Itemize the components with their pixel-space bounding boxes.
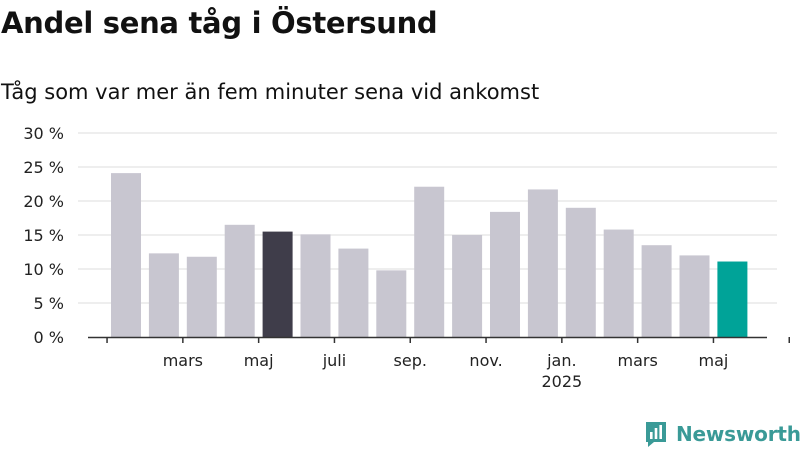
y-tick-label: 25 % bbox=[23, 158, 64, 177]
bar-chart: 0 % 5 % 10 % 15 % 20 % 25 % 30 % mars maj juli sep… bbox=[23, 124, 790, 391]
bar bbox=[224, 224, 255, 337]
x-tick-label: mars bbox=[163, 351, 203, 370]
x-tick-label: sep. bbox=[394, 351, 427, 370]
bar bbox=[111, 173, 141, 337]
bar bbox=[490, 211, 520, 337]
x-tick-label: maj bbox=[699, 351, 729, 370]
brand-logo: Newsworthy bbox=[644, 420, 800, 448]
bar bbox=[452, 235, 483, 337]
x-axis bbox=[88, 336, 790, 343]
bar bbox=[300, 234, 331, 337]
bars bbox=[111, 173, 748, 337]
x-tick-label: nov. bbox=[469, 351, 502, 370]
chart-subtitle: Tåg som var mer än fem minuter sena vid … bbox=[1, 80, 540, 104]
x-tick-label: juli bbox=[322, 351, 346, 370]
bar bbox=[262, 231, 293, 337]
tick-labels: 0 % 5 % 10 % 15 % 20 % 25 % 30 % mars maj juli sep… bbox=[23, 124, 728, 391]
y-tick-label: 15 % bbox=[23, 226, 64, 245]
bar bbox=[679, 255, 710, 337]
brand-name: Newsworthy bbox=[676, 422, 800, 446]
x-tick-label: maj bbox=[244, 351, 274, 370]
y-tick-label: 10 % bbox=[23, 260, 64, 279]
x-tick-label: mars bbox=[617, 351, 657, 370]
x-tick-label: jan. bbox=[546, 351, 576, 370]
bar bbox=[717, 261, 748, 337]
bar bbox=[414, 186, 445, 337]
chart-title: Andel sena tåg i Östersund bbox=[1, 6, 438, 40]
bar bbox=[603, 229, 634, 337]
y-tick-label: 20 % bbox=[23, 192, 64, 211]
bar bbox=[338, 248, 369, 337]
bar bbox=[376, 270, 407, 337]
bar bbox=[186, 256, 217, 337]
y-tick-label: 0 % bbox=[34, 328, 64, 347]
bar bbox=[148, 253, 179, 337]
y-tick-label: 5 % bbox=[34, 294, 64, 313]
bar bbox=[527, 189, 558, 337]
x-tick-sublabel: 2025 bbox=[541, 372, 582, 391]
bar bbox=[641, 245, 672, 337]
newsworthy-chart-icon bbox=[646, 422, 666, 447]
bar bbox=[565, 207, 596, 337]
y-tick-label: 30 % bbox=[23, 124, 64, 143]
